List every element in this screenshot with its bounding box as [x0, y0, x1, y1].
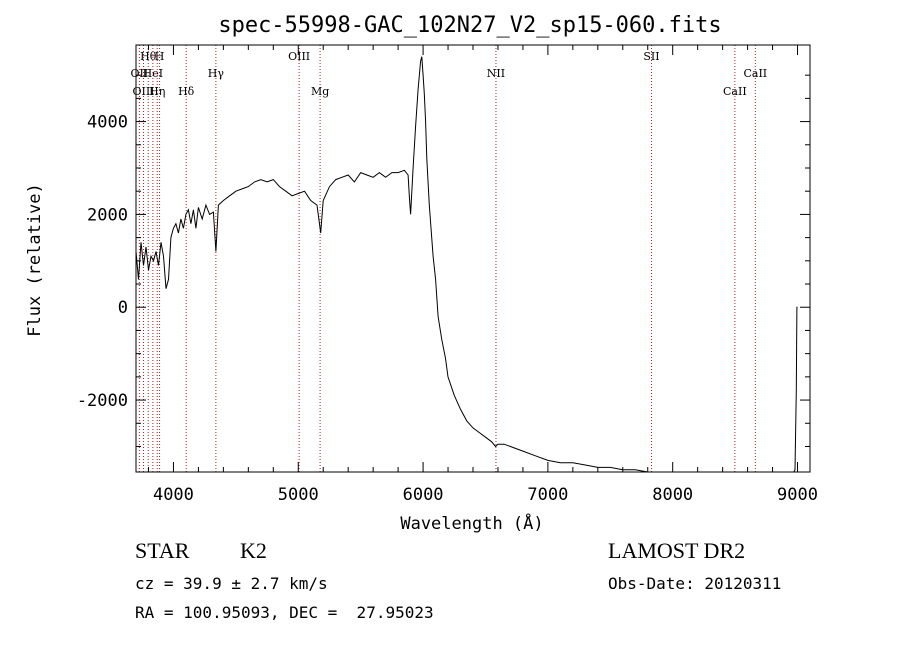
marker-label: Hγ	[208, 67, 225, 80]
marker-label: SII	[643, 50, 659, 63]
marker-label: Hη	[149, 85, 165, 98]
y-tick-label: 2000	[87, 205, 128, 225]
y-tick-label: 0	[118, 298, 128, 318]
spectrum-line	[135, 56, 798, 473]
marker-label: CaII	[723, 85, 747, 98]
x-tick-label: 9000	[777, 485, 818, 505]
object-subclass: K2	[240, 538, 267, 563]
marker-label: OIII	[288, 50, 310, 63]
redshift-cz: cz = 39.9 ± 2.7 km/s	[135, 574, 328, 593]
marker-label: Hθ	[140, 50, 157, 63]
ra-dec: RA = 100.95093, DEC = 27.95023	[135, 603, 434, 622]
marker-label: OIII	[132, 85, 154, 98]
marker-label: HeI	[143, 67, 163, 80]
y-tick-label: -2000	[77, 391, 128, 411]
observation-date: Obs-Date: 20120311	[608, 574, 782, 593]
x-tick-label: 8000	[652, 485, 693, 505]
object-class: STAR	[135, 538, 190, 563]
y-axis-label: Flux (relative)	[25, 183, 45, 337]
y-axis: -2000 0 2000 4000	[77, 74, 810, 447]
x-tick-label: 5000	[278, 485, 319, 505]
x-tick-label: 7000	[527, 485, 568, 505]
marker-label: CaII	[743, 67, 767, 80]
marker-label: Mg	[311, 85, 329, 98]
marker-label: NII	[487, 67, 505, 80]
x-axis: 4000 5000 6000 7000 8000 9000	[147, 45, 818, 505]
x-tick-label: 4000	[153, 485, 194, 505]
marker-label: H	[155, 50, 165, 63]
chart-title: spec-55998-GAC_102N27_V2_sp15-060.fits	[218, 13, 721, 38]
x-tick-label: 6000	[403, 485, 444, 505]
marker-label: Hδ	[178, 85, 195, 98]
y-tick-label: 4000	[87, 113, 128, 133]
x-axis-label: Wavelength (Å)	[400, 512, 543, 534]
plot-frame	[135, 44, 811, 473]
marker-label: OII	[131, 67, 149, 80]
survey-name: LAMOST DR2	[608, 538, 746, 563]
